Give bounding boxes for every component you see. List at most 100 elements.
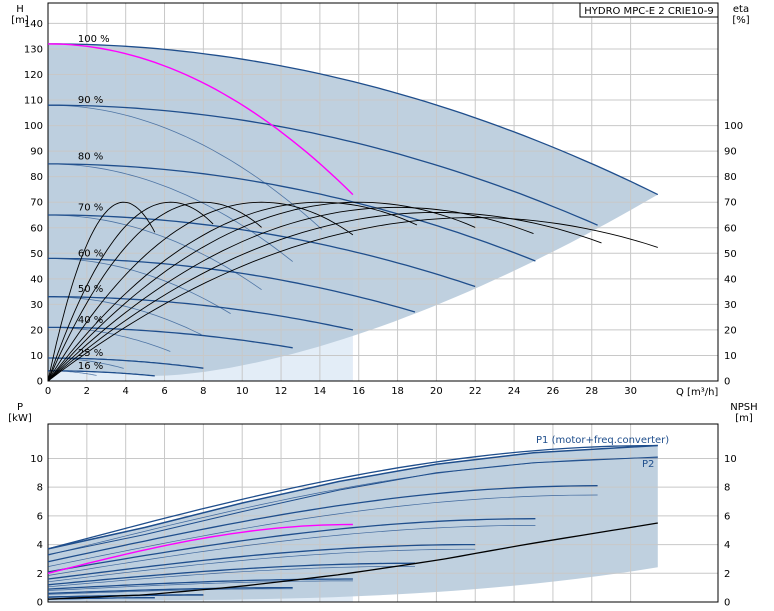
- speed-label: 16 %: [78, 361, 103, 372]
- eta-tick-label: 80: [724, 172, 737, 183]
- p2-curve: [47, 580, 353, 591]
- head-plot-frame: [47, 2, 719, 382]
- flow-tick-label: 16: [352, 386, 365, 397]
- head-tick-labels: 0 2 4 6 8 10 12 14 16 18 20 22 24 26 28 300102030405060…: [24, 19, 743, 397]
- speed-label: 50 %: [78, 284, 103, 295]
- power-curve: [47, 518, 536, 573]
- head-curves: [47, 43, 659, 377]
- flow-tick-label: 20: [430, 386, 443, 397]
- p2-curve: [47, 548, 476, 583]
- npsh-tick-label: 4: [724, 540, 730, 551]
- speed-label: 90 %: [78, 95, 103, 106]
- eta-tick-label: 20: [724, 325, 737, 336]
- head-axis-label: H: [16, 4, 24, 15]
- head-curve-2pumps: [48, 163, 536, 262]
- head-curve-2pumps: [48, 296, 354, 331]
- npsh-tick-label: 2: [724, 569, 730, 580]
- head-curve-1pump: [47, 258, 231, 314]
- speed-label: 40 %: [78, 315, 103, 326]
- series-label-p2: P2: [642, 459, 654, 470]
- power-tick-label: 10: [30, 454, 43, 465]
- head-curve-1pump: [47, 214, 262, 291]
- flow-axis-label: Q [m³/h]: [676, 387, 718, 398]
- flow-tick-label: 12: [275, 386, 288, 397]
- eta-tick-label: 100: [724, 121, 743, 132]
- eta-curve: [47, 201, 476, 382]
- power-curve: [47, 444, 658, 550]
- power-axis-label: P: [17, 402, 23, 413]
- head-curve-1pump: [48, 327, 171, 352]
- power-tick-label: 8: [37, 483, 43, 494]
- npsh-tick-label: 10: [724, 454, 737, 465]
- power-tick-label: 4: [37, 540, 43, 551]
- head-tick-label: 100: [24, 121, 43, 132]
- head-tick-label: 120: [24, 70, 43, 81]
- flow-tick-label: 24: [508, 386, 521, 397]
- title-box: [579, 2, 719, 18]
- flow-tick-label: 6: [161, 386, 167, 397]
- flow-tick-label: 28: [585, 386, 598, 397]
- two-pump-power-area: [48, 445, 658, 601]
- eta-curve: [47, 201, 418, 382]
- eta-curve: [47, 201, 354, 382]
- flow-tick-label: 22: [469, 386, 482, 397]
- head-tick-label: 40: [30, 274, 43, 285]
- eta-tick-label: 0: [724, 377, 730, 388]
- power-curve: [47, 485, 598, 563]
- power-panel: 0 2 4 6 8 10 0 2 4 6 8 10 P [kW] NPSH [m] P1 (motor…: [8, 402, 757, 609]
- eta-tick-label: 50: [724, 249, 737, 260]
- head-tick-label: 80: [30, 172, 43, 183]
- head-curve-2pumps: [48, 326, 293, 349]
- npsh-axis-label: NPSH: [730, 402, 757, 413]
- power-plot-frame: [47, 423, 719, 603]
- highlight-curve: [47, 43, 354, 196]
- head-tick-label: 110: [24, 96, 43, 107]
- head-curve-1pump: [47, 104, 323, 230]
- speed-label: 25 %: [78, 348, 103, 359]
- power-tick-labels: 0 2 4 6 8 10 0 2 4 6 8 10: [30, 454, 736, 609]
- eta-curve: [47, 206, 534, 382]
- head-curve-2pumps: [48, 104, 598, 226]
- eta-axis-unit: [%]: [732, 15, 749, 26]
- flow-tick-label: 26: [547, 386, 560, 397]
- efficiency-curves: [47, 201, 658, 382]
- eta-tick-label: 90: [724, 147, 737, 158]
- head-panel: 0 2 4 6 8 10 12 14 16 18 20 22 24 26 28 300102030405060…: [11, 2, 750, 398]
- power-curve: [47, 562, 416, 586]
- power-tick-label: 0: [37, 598, 43, 609]
- flow-tick-label: 18: [391, 386, 404, 397]
- head-curve-2pumps: [48, 357, 204, 369]
- head-curve-2pumps: [48, 370, 155, 377]
- head-grid: [47, 3, 718, 382]
- power-curve: [47, 586, 293, 595]
- eta-tick-label: 60: [724, 223, 737, 234]
- p2-curve: [47, 588, 293, 595]
- npsh-tick-label: 6: [724, 511, 730, 522]
- power-curve: [47, 543, 476, 580]
- eta-tick-label: 70: [724, 198, 737, 209]
- npsh-tick-label: 8: [724, 483, 730, 494]
- eta-axis-label: eta: [733, 4, 749, 15]
- head-curve-1pump: [47, 163, 293, 262]
- head-tick-label: 50: [30, 249, 43, 260]
- head-curve-2pumps: [48, 43, 659, 196]
- highlight-power-curve: [47, 523, 353, 574]
- eta-tick-label: 10: [724, 351, 737, 362]
- flow-tick-label: 8: [200, 386, 206, 397]
- eta-curve: [47, 217, 658, 382]
- head-tick-label: 20: [30, 325, 43, 336]
- flow-tick-label: 14: [314, 386, 327, 397]
- head-tick-label: 0: [37, 377, 43, 388]
- power-tick-label: 6: [37, 511, 43, 522]
- head-curve-2pumps: [48, 257, 416, 313]
- series-label-p1: P1 (motor+freq.converter): [536, 435, 669, 446]
- head-tick-label: 90: [30, 147, 43, 158]
- head-tick-label: 60: [30, 223, 43, 234]
- npsh-curve: [47, 522, 658, 600]
- flow-tick-label: 2: [84, 386, 90, 397]
- power-curves: [47, 444, 658, 600]
- flow-tick-label: 4: [122, 386, 128, 397]
- chart-title: HYDRO MPC-E 2 CRIE10-9: [584, 6, 714, 17]
- head-curve-1pump: [47, 296, 202, 335]
